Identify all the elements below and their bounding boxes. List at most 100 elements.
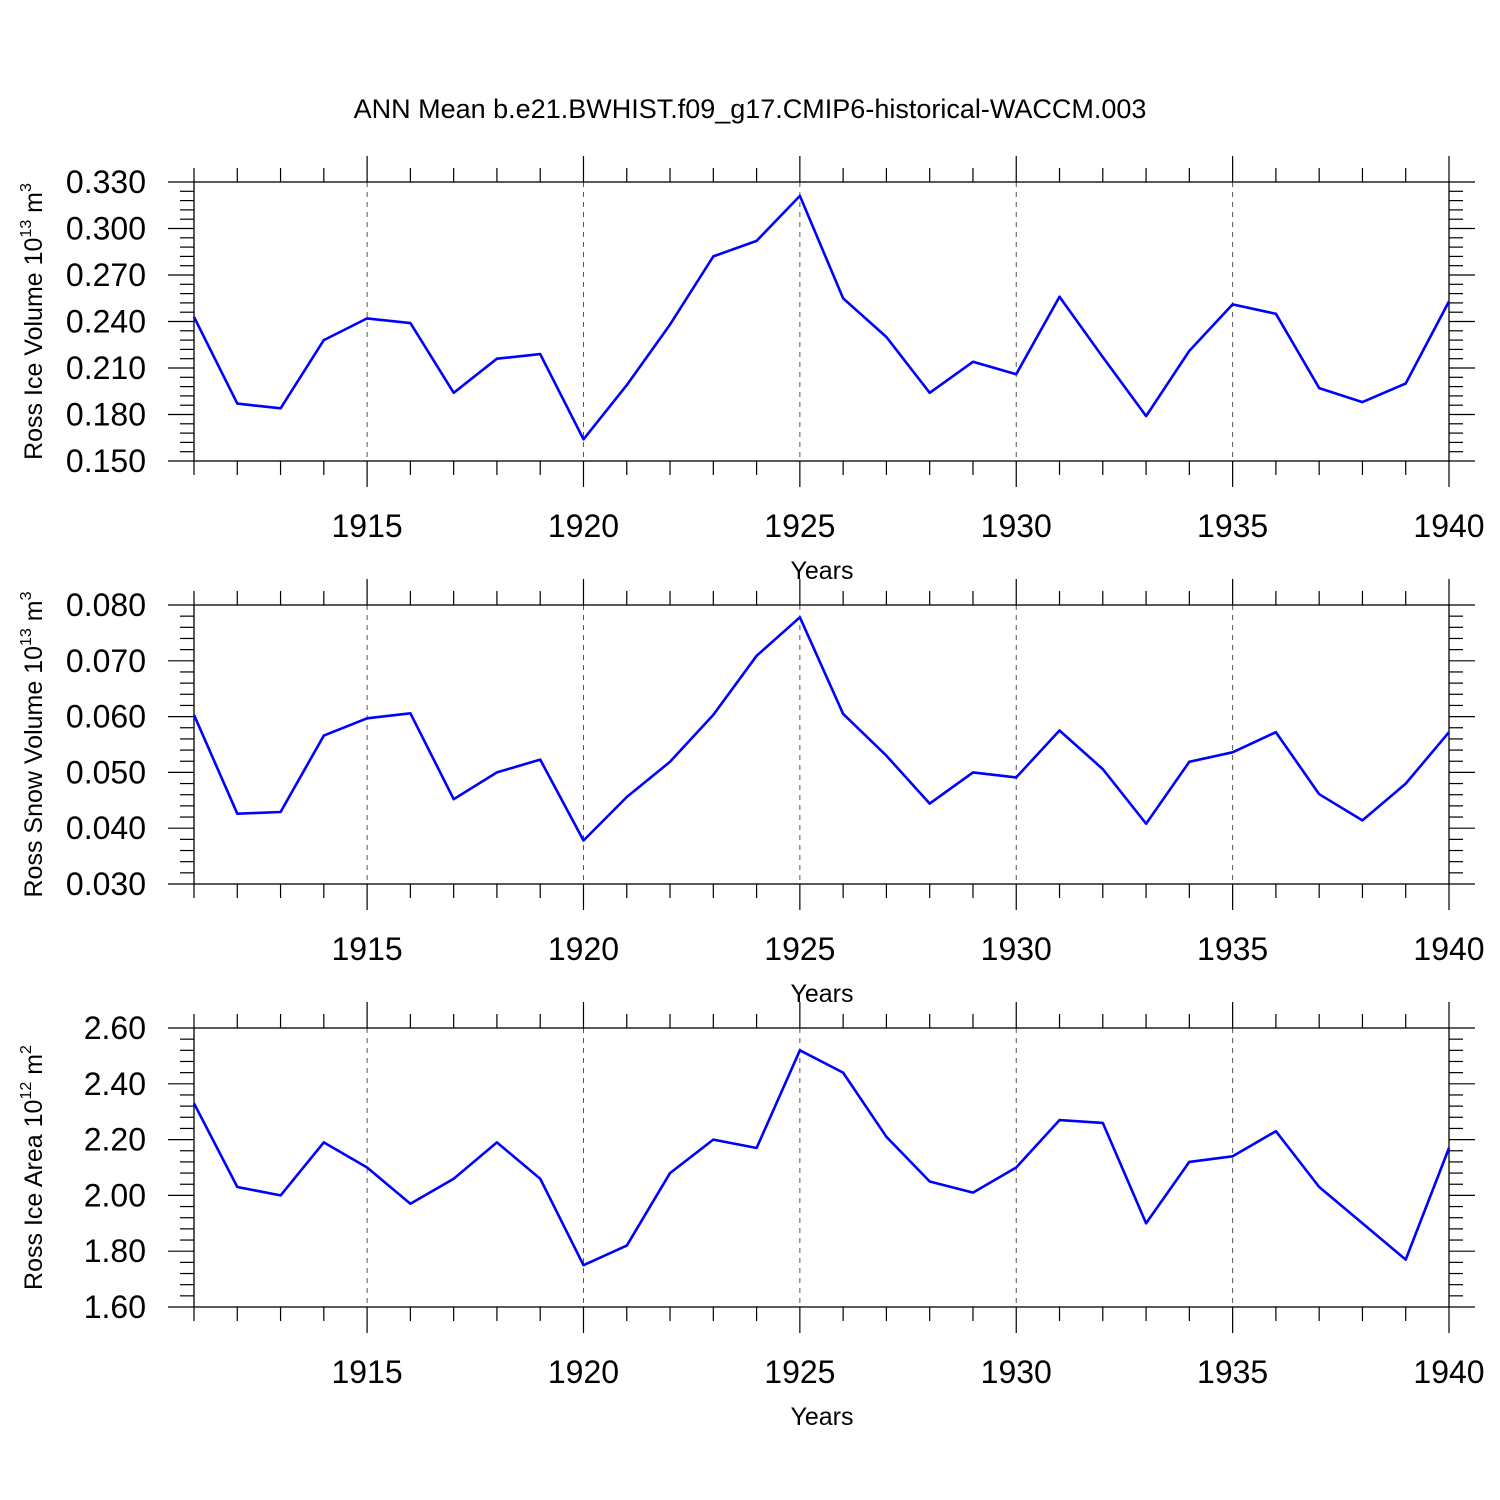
data-point — [279, 810, 283, 814]
data-point — [235, 1185, 239, 1189]
data-point — [365, 716, 369, 720]
y-tick-label: 1.80 — [84, 1233, 146, 1269]
data-point — [928, 1179, 932, 1183]
data-point — [581, 1263, 585, 1267]
data-point — [668, 760, 672, 764]
x-tick-label: 1940 — [1413, 931, 1484, 967]
y-tick-label: 0.240 — [66, 304, 146, 340]
chart-title: ANN Mean b.e21.BWHIST.f09_g17.CMIP6-hist… — [354, 94, 1147, 124]
y-tick-label: 0.030 — [66, 866, 146, 902]
y-axis-label: Ross Ice Area 1012 m2 — [18, 1045, 48, 1290]
data-point — [452, 1177, 456, 1181]
data-point — [581, 437, 585, 441]
data-point — [581, 838, 585, 842]
data-point — [495, 1140, 499, 1144]
data-point — [625, 795, 629, 799]
y-tick-label: 0.270 — [66, 257, 146, 293]
x-tick-label: 1920 — [548, 1354, 619, 1390]
y-tick-label: 2.20 — [84, 1122, 146, 1158]
data-point — [1317, 1185, 1321, 1189]
data-point — [1447, 1146, 1451, 1150]
data-point — [711, 713, 715, 717]
data-point — [1014, 372, 1018, 376]
data-point — [971, 1191, 975, 1195]
y-tick-label: 0.180 — [66, 397, 146, 433]
data-point — [1231, 302, 1235, 306]
y-tick-label: 0.150 — [66, 443, 146, 479]
data-point — [928, 802, 932, 806]
data-point — [452, 797, 456, 801]
data-point — [1014, 1166, 1018, 1170]
data-point — [841, 296, 845, 300]
data-point — [971, 770, 975, 774]
data-point — [279, 406, 283, 410]
data-point — [452, 391, 456, 395]
y-tick-label: 0.080 — [66, 587, 146, 623]
x-axis-label: Years — [790, 1403, 853, 1431]
data-point — [1101, 1121, 1105, 1125]
data-point — [798, 615, 802, 619]
data-point — [668, 1171, 672, 1175]
data-point — [798, 194, 802, 198]
x-tick-label: 1935 — [1197, 508, 1268, 544]
data-point — [1058, 729, 1062, 733]
data-point — [279, 1193, 283, 1197]
plot-frame — [193, 604, 1450, 885]
data-point — [495, 357, 499, 361]
data-point — [1101, 355, 1105, 359]
data-point — [1360, 1221, 1364, 1225]
data-point — [1231, 1154, 1235, 1158]
data-point — [408, 1202, 412, 1206]
data-point — [192, 315, 196, 319]
data-point — [1360, 818, 1364, 822]
data-point — [1144, 822, 1148, 826]
data-point — [884, 1135, 888, 1139]
data-point — [408, 711, 412, 715]
data-point — [1101, 767, 1105, 771]
data-point — [322, 1140, 326, 1144]
data-point — [755, 1146, 759, 1150]
data-point — [1404, 1258, 1408, 1262]
panel-3: 1.60 1.80 2.00 2.20 2.40 2.60 1915 1920 1925 1930… — [18, 1002, 1485, 1431]
data-point — [1274, 312, 1278, 316]
plot-frame — [193, 1027, 1450, 1308]
data-point — [755, 239, 759, 243]
data-point — [1187, 760, 1191, 764]
data-point — [884, 335, 888, 339]
panel-2: 0.030 0.040 0.050 0.060 0.070 0.080 1915 1920 19… — [18, 579, 1485, 1008]
data-point — [755, 654, 759, 658]
series-line — [192, 615, 1450, 842]
data-point — [1404, 782, 1408, 786]
data-point — [192, 1101, 196, 1105]
x-tick-label: 1920 — [548, 508, 619, 544]
data-point — [1317, 792, 1321, 796]
data-point — [971, 360, 975, 364]
data-point — [365, 1166, 369, 1170]
data-point — [1447, 730, 1451, 734]
data-point — [365, 316, 369, 320]
x-tick-label: 1920 — [548, 931, 619, 967]
y-tick-label: 0.040 — [66, 810, 146, 846]
data-point — [1404, 382, 1408, 386]
x-axis-label: Years — [790, 980, 853, 1008]
x-tick-label: 1915 — [332, 1354, 403, 1390]
data-point — [322, 338, 326, 342]
data-point — [798, 1048, 802, 1052]
x-tick-label: 1915 — [332, 931, 403, 967]
y-tick-label: 2.00 — [84, 1177, 146, 1213]
data-point — [322, 734, 326, 738]
y-tick-label: 0.050 — [66, 754, 146, 790]
x-axis-label: Years — [790, 557, 853, 585]
y-tick-label: 0.210 — [66, 350, 146, 386]
data-point — [1447, 299, 1451, 303]
data-point — [1144, 414, 1148, 418]
x-tick-label: 1925 — [764, 931, 835, 967]
series-line — [192, 194, 1451, 441]
x-tick-label: 1935 — [1197, 931, 1268, 967]
x-tick-label: 1940 — [1413, 1354, 1484, 1390]
data-point — [1360, 400, 1364, 404]
data-point — [841, 712, 845, 716]
data-point — [192, 713, 196, 717]
x-tick-label: 1940 — [1413, 508, 1484, 544]
